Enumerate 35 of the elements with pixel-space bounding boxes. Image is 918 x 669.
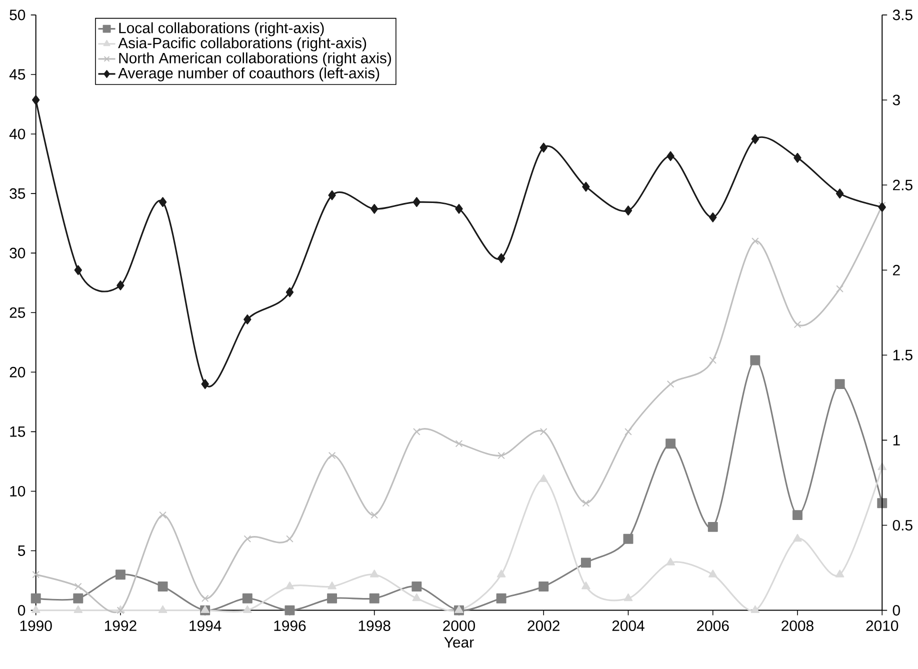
x-tick-label: 1990 <box>20 620 52 632</box>
y-tick-label: 15 <box>10 426 26 437</box>
legend-label: Local collaborations (right-axis) <box>119 22 324 36</box>
y-tick-label: 0 <box>18 605 26 616</box>
legend-label: North American collaborations (right axis) <box>119 52 391 66</box>
y-tick-label: 5 <box>18 546 26 556</box>
legend-label: Asia-Pacific collaborations (right-axis) <box>118 37 366 52</box>
x-tick-label: 1996 <box>274 620 306 632</box>
y2-tick-label: 2.5 <box>893 180 912 190</box>
x-tick-label: 2006 <box>697 620 729 632</box>
x-tick-label: 1992 <box>105 620 136 632</box>
y2-tick-label: 0 <box>892 605 900 616</box>
x-tick-label: 1994 <box>190 620 222 632</box>
y-tick-label: 25 <box>10 307 26 318</box>
y2-tick-label: 2 <box>893 264 900 276</box>
legend-label: Average number of coauthors (left-axis) <box>118 67 380 82</box>
y2-tick-label: 3 <box>892 94 900 106</box>
y2-tick-label: 1 <box>893 435 900 446</box>
y-tick-label: 30 <box>10 248 26 258</box>
x-tick-label: 2008 <box>782 620 814 632</box>
y2-tick-label: 3.5 <box>892 10 912 20</box>
y2-tick-label: 1.5 <box>893 350 912 360</box>
y-tick-label: 20 <box>10 366 26 378</box>
y2-tick-label: 0.5 <box>892 520 912 531</box>
y-tick-label: 35 <box>10 188 26 199</box>
x-axis-title: Year <box>444 637 474 648</box>
x-tick-label: 2004 <box>612 620 644 632</box>
y-tick-label: 50 <box>10 10 26 20</box>
y-tick-label: 40 <box>9 128 26 140</box>
x-tick-label: 2000 <box>443 620 475 632</box>
x-tick-label: 1998 <box>358 620 390 632</box>
y-tick-label: 45 <box>9 69 26 80</box>
x-tick-label: 2010 <box>866 620 898 632</box>
y-tick-label: 10 <box>10 486 26 496</box>
x-tick-label: 2002 <box>528 620 560 632</box>
